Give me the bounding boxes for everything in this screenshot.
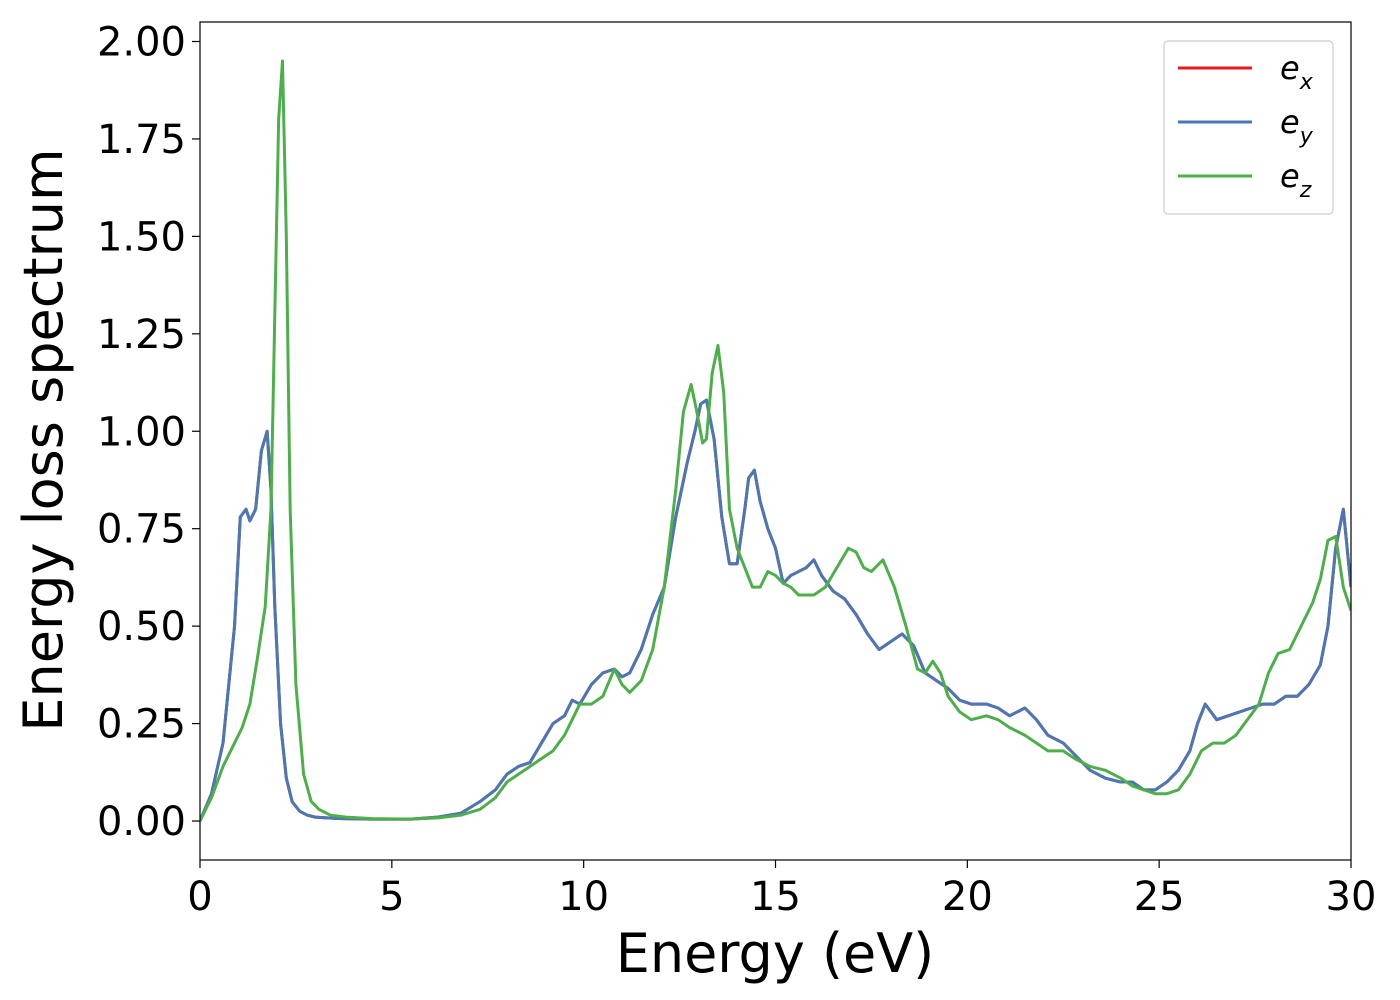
y-tick-label: 0.75 [97,507,186,553]
x-tick-label: 5 [379,874,404,920]
legend-label-ey: ey [1280,103,1314,149]
x-tick-label: 25 [1134,874,1185,920]
x-axis-label: Energy (eV) [616,922,935,985]
x-tick-label: 30 [1326,874,1377,920]
x-tick-label: 0 [187,874,212,920]
legend-label-ex: ex [1280,49,1314,95]
series-line-ey [200,398,1351,822]
y-tick-label: 1.50 [97,214,186,260]
legend-label-ez: ez [1280,157,1312,203]
legend-box [1163,40,1334,215]
x-tick-label: 10 [558,874,609,920]
y-tick-label: 0.00 [97,799,186,845]
x-tick-label: 15 [750,874,801,920]
plot-frame [199,21,1352,861]
y-tick-label: 1.75 [97,117,186,163]
plot-area [200,22,1351,860]
series-layer [200,59,1351,822]
y-tick-label: 2.00 [97,19,186,65]
x-axis: 0 5 10 15 20 25 30 [187,860,1376,920]
series-line-ez [200,59,1351,822]
x-tick-label: 20 [942,874,993,920]
y-tick-label: 0.50 [97,604,186,650]
y-tick-label: 0.25 [97,702,186,748]
y-axis: 0.00 0.25 0.50 0.75 1.00 1.25 1.50 1.75 2.00 [97,19,200,845]
y-tick-label: 1.00 [97,409,186,455]
legend: ex ey ez [1163,40,1334,215]
plot-background [200,22,1351,860]
y-tick-label: 1.25 [97,312,186,358]
y-axis-label: Energy loss spectrum [12,148,75,731]
